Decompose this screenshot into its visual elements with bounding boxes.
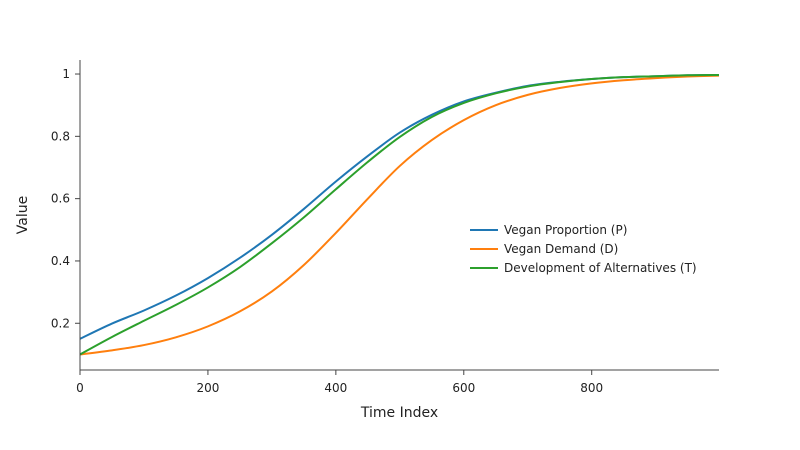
y-tick-label: 0.2 <box>51 316 70 330</box>
legend-item-0[interactable]: Vegan Proportion (P) <box>470 223 627 237</box>
legend-item-2[interactable]: Development of Alternatives (T) <box>470 261 697 275</box>
series-layer <box>79 73 720 356</box>
series-line-2 <box>79 73 720 356</box>
series-line-0 <box>79 73 720 340</box>
x-tick-label: 200 <box>196 381 219 395</box>
legend-item-1[interactable]: Vegan Demand (D) <box>470 242 618 256</box>
y-tick-label: 0.4 <box>51 254 70 268</box>
y-tick-label: 1 <box>62 67 70 81</box>
x-tick-label: 0 <box>76 381 84 395</box>
x-tick-label: 800 <box>580 381 603 395</box>
y-tick-label: 0.8 <box>51 129 70 143</box>
y-axis-title: Value <box>15 196 31 234</box>
legend[interactable]: Vegan Proportion (P) Vegan Demand (D) Deve… <box>470 223 697 275</box>
x-axis-title: Time Index <box>360 405 438 421</box>
legend-label: Development of Alternatives (T) <box>504 261 697 275</box>
x-tick-label: 600 <box>452 381 475 395</box>
x-tick-label: 400 <box>324 381 347 395</box>
legend-label: Vegan Demand (D) <box>504 242 618 256</box>
ticks-layer: 0 200 400 600 800 0.2 0.4 0.6 0.8 1 <box>51 67 603 395</box>
y-tick-label: 0.6 <box>51 192 70 206</box>
series-line-1 <box>79 74 720 356</box>
axes-layer <box>79 60 719 371</box>
legend-label: Vegan Proportion (P) <box>504 223 627 237</box>
